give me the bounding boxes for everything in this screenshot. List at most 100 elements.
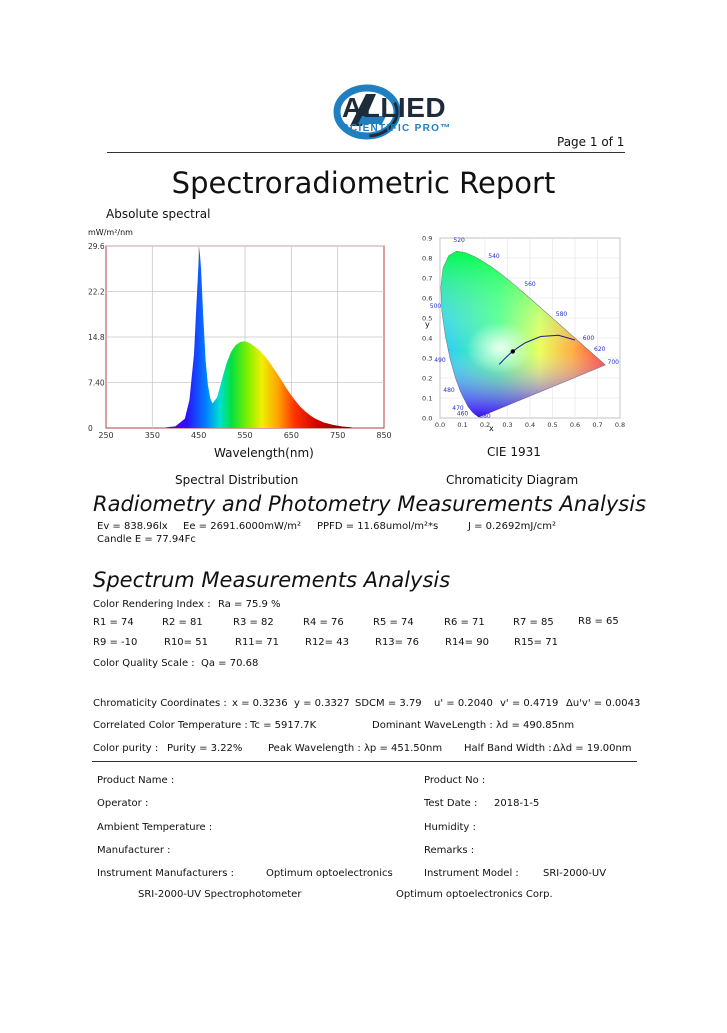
operator-label: Operator :	[97, 798, 149, 809]
footer-company: Optimum optoelectronics Corp.	[396, 889, 553, 900]
ee-value: Ee = 2691.6000mW/m²	[183, 521, 302, 532]
remarks-label: Remarks :	[424, 845, 475, 856]
cie-ylabel: y	[425, 320, 430, 329]
hbw-value: Δλd = 19.00nm	[553, 743, 632, 754]
ambient-label: Ambient Temperature :	[97, 822, 213, 833]
cie-wavelength-label: 520	[453, 237, 465, 244]
cie-x-tick: 0.0	[435, 421, 445, 429]
cie-y-tick: 0.5	[422, 315, 432, 323]
peak-value: λp = 451.50nm	[364, 743, 443, 754]
spectrum-curve	[166, 247, 352, 428]
cie-x-tick: 0.6	[570, 421, 580, 429]
chroma-y: y = 0.3327	[294, 698, 350, 709]
cie-y-tick: 0.2	[422, 375, 432, 383]
chroma-x: x = 0.3236	[232, 698, 288, 709]
cie-wavelength-label: 600	[583, 335, 595, 342]
spectrum-chart: 250 350 450 550 650 750 850 0 7.40 14.8 22.2 29.6	[88, 242, 392, 440]
cie-measured-point	[510, 349, 516, 354]
cqs-label: Color Quality Scale :	[93, 658, 195, 669]
r-value: R13= 76	[375, 637, 419, 648]
cie-wavelength-label: 620	[594, 346, 606, 353]
dom-value: λd = 490.85nm	[496, 720, 575, 731]
cie-y-tick: 0.8	[422, 255, 432, 263]
cie-x-tick: 0.5	[547, 421, 557, 429]
candle-value: Candle E = 77.94Fc	[97, 534, 196, 545]
cie-x-tick: 0.1	[457, 421, 467, 429]
spectrum-y-tick: 22.2	[88, 288, 105, 297]
spectrum-y-tick: 14.8	[88, 333, 105, 342]
cie-wavelength-label: 700	[608, 359, 620, 366]
product-no-label: Product No :	[424, 775, 486, 786]
r-value: R14= 90	[445, 637, 489, 648]
cie-wavelength-label: 560	[524, 281, 536, 288]
spectrum-xlabel: Wavelength(nm)	[214, 446, 314, 460]
footer-instrument: SRI-2000-UV Spectrophotometer	[138, 889, 302, 900]
spectrum-heading: Spectrum Measurements Analysis	[93, 568, 451, 592]
cie-y-tick: 0.1	[422, 395, 432, 403]
instrument-mfr-value: Optimum optoelectronics	[266, 868, 393, 879]
u-value: u' = 0.2040	[434, 698, 493, 709]
r-value: R3 = 82	[233, 617, 274, 628]
cie-y-tick: 0.6	[422, 295, 432, 303]
purity-value: Purity = 3.22%	[167, 743, 243, 754]
spectrum-y-tick: 0	[88, 424, 93, 433]
r-value: R1 = 74	[93, 617, 134, 628]
r-value: R11= 71	[235, 637, 279, 648]
cie-xlabel: x	[489, 424, 494, 433]
dom-label: Dominant WaveLength :	[372, 720, 493, 731]
spectrum-caption: Spectral Distribution	[175, 473, 299, 487]
spectrum-x-tick: 550	[237, 431, 252, 440]
cqs-value: Qa = 70.68	[201, 658, 259, 669]
r-value: R4 = 76	[303, 617, 344, 628]
allied-logo-icon	[333, 84, 401, 140]
cie-y-tick: 0.0	[422, 415, 432, 423]
spectrum-chart-label: Absolute spectral	[106, 207, 211, 221]
instrument-model-value: SRI-2000-UV	[543, 868, 607, 879]
manufacturer-label: Manufacturer :	[97, 845, 171, 856]
cie-wavelength-label: 460	[457, 411, 469, 418]
cie-x-tick: 0.8	[615, 421, 625, 429]
r-value: R15= 71	[514, 637, 558, 648]
cie-wavelength-label: 470	[452, 405, 464, 412]
r-value: R8 = 65	[578, 616, 619, 627]
spectrum-x-tick: 350	[145, 431, 160, 440]
cie-x-tick: 0.4	[525, 421, 535, 429]
ev-value: Ev = 838.96lx	[97, 521, 168, 532]
test-date-label: Test Date :	[424, 798, 478, 809]
cie-wavelength-label: 540	[488, 253, 500, 260]
instrument-mfr-label: Instrument Manufacturers :	[97, 868, 234, 879]
chroma-label: Chromaticity Coordinates :	[93, 698, 227, 709]
spectrum-x-tick: 750	[330, 431, 345, 440]
cri-label: Color Rendering Index :	[93, 599, 211, 610]
ppfd-value: PPFD = 11.68umol/m²*s	[317, 521, 439, 532]
cie-title: CIE 1931	[487, 445, 541, 459]
r-value: R2 = 81	[162, 617, 203, 628]
cie-x-tick: 0.2	[480, 421, 490, 429]
cie-chart: 0.0 0.1 0.2 0.3 0.4 0.5 0.6 0.7 0.8 0.0 0.1 0.2 0.3 0…	[422, 235, 625, 430]
r-value: R6 = 71	[444, 617, 485, 628]
logo-text: ALLIED	[342, 92, 447, 123]
report-title: Spectroradiometric Report	[171, 166, 556, 200]
cie-y-tick: 0.7	[422, 275, 432, 283]
cie-wavelength-label: 580	[556, 311, 568, 318]
cie-wavelength-label: 490	[434, 357, 446, 364]
peak-label: Peak Wavelength :	[268, 743, 361, 754]
spectrum-unit-label: mW/m²/nm	[88, 228, 133, 237]
cie-y-tick: 0.4	[422, 335, 432, 343]
cri-value: Ra = 75.9 %	[218, 599, 281, 610]
instrument-model-label: Instrument Model :	[424, 868, 519, 879]
header-rule	[107, 152, 625, 153]
test-date-value: 2018-1-5	[494, 798, 540, 809]
spectrum-y-tick: 29.6	[88, 242, 105, 251]
page-number: Page 1 of 1	[557, 135, 625, 149]
cie-caption: Chromaticity Diagram	[446, 473, 579, 487]
r-value: R12= 43	[305, 637, 349, 648]
v-value: v' = 0.4719	[500, 698, 559, 709]
product-name-label: Product Name :	[97, 775, 175, 786]
cie-x-tick: 0.7	[592, 421, 602, 429]
spectrum-x-tick: 250	[98, 431, 113, 440]
cie-y-tick: 0.9	[422, 235, 432, 243]
cie-x-tick: 0.3	[502, 421, 512, 429]
duv-value: Δu'v' = 0.0043	[566, 698, 641, 709]
r-value: R7 = 85	[513, 617, 554, 628]
